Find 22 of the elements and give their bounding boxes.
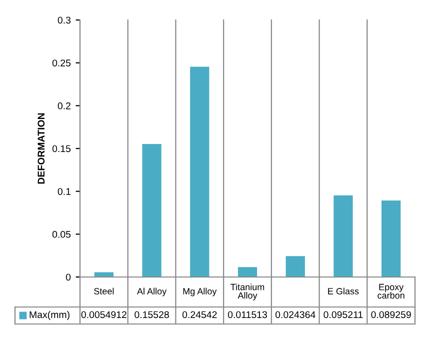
x-tick-label: Titanium Alloy: [230, 284, 264, 300]
data-label: 0.0054912: [81, 311, 126, 318]
y-tick-label: 0.25: [52, 60, 71, 66]
y-tick-label: 0.3: [58, 16, 71, 24]
y-tick-label: 0.05: [52, 230, 71, 238]
data-label: 0.011513: [228, 311, 267, 318]
x-tick-label: Mg Alloy: [183, 288, 217, 296]
y-tick-label: 0.2: [58, 102, 70, 110]
y-tick-label: 0.15: [52, 145, 71, 152]
y-tick-label: 0.1: [58, 188, 70, 195]
data-label: 0.024364: [275, 311, 316, 318]
data-label: 0.095211: [324, 311, 363, 318]
data-label: 0.24542: [182, 311, 217, 318]
data-label: 0.15528: [134, 311, 169, 318]
legend-label: Max(mm): [30, 310, 70, 320]
y-tick-label: 0: [66, 274, 71, 281]
x-tick-label: E Glass: [328, 288, 359, 294]
x-tick-label: Epoxy carbon: [378, 284, 404, 299]
x-tick-label: Steel: [94, 288, 114, 294]
x-tick-label: Al Alloy: [137, 288, 167, 296]
data-label: 0.089259: [371, 311, 411, 318]
y-axis-title: DEFORMATION: [38, 113, 45, 184]
